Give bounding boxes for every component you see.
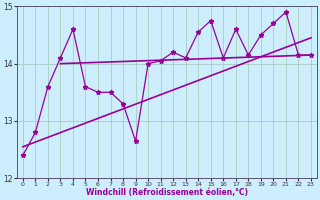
X-axis label: Windchill (Refroidissement éolien,°C): Windchill (Refroidissement éolien,°C) [86,188,248,197]
